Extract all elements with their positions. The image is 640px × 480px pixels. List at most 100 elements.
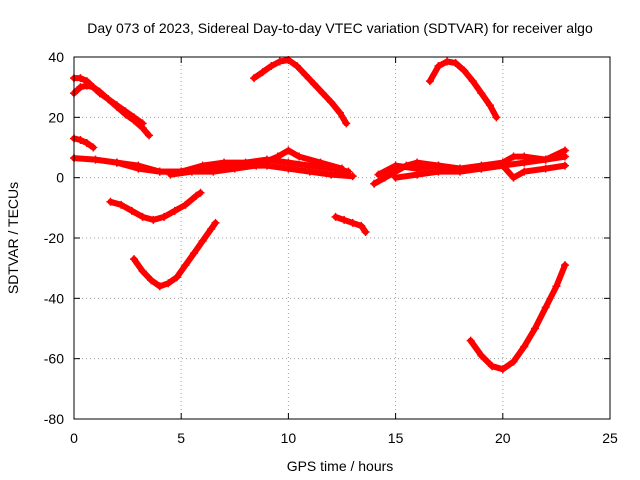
data-point bbox=[82, 77, 91, 86]
data-point bbox=[198, 161, 207, 170]
data-point bbox=[520, 167, 529, 176]
data-point bbox=[117, 200, 126, 209]
series-arc-15 bbox=[466, 261, 569, 374]
data-point bbox=[541, 155, 550, 164]
data-point bbox=[434, 62, 443, 71]
data-point bbox=[76, 83, 85, 92]
y-axis-label: SDTVAR / TECUs bbox=[5, 182, 21, 294]
data-point bbox=[258, 68, 267, 77]
data-point bbox=[112, 101, 121, 110]
data-point bbox=[327, 98, 336, 107]
data-point bbox=[91, 155, 100, 164]
data-point bbox=[370, 179, 379, 188]
data-point bbox=[106, 197, 115, 206]
data-point bbox=[560, 146, 569, 155]
data-point bbox=[76, 74, 85, 83]
plot-frame bbox=[73, 56, 611, 420]
data-point bbox=[391, 173, 400, 182]
data-point bbox=[250, 74, 259, 83]
data-point bbox=[196, 188, 205, 197]
data-point bbox=[348, 218, 357, 227]
data-point bbox=[552, 282, 561, 291]
x-tick-label: 20 bbox=[495, 430, 511, 446]
data-point bbox=[357, 221, 366, 230]
data-point bbox=[130, 113, 139, 122]
data-point bbox=[211, 218, 220, 227]
y-tick-label: 20 bbox=[48, 109, 64, 125]
data-point bbox=[170, 206, 179, 215]
data-point bbox=[89, 83, 98, 92]
data-point bbox=[340, 215, 349, 224]
data-point bbox=[468, 77, 477, 86]
data-point bbox=[138, 119, 147, 128]
data-point bbox=[374, 170, 383, 179]
data-point bbox=[273, 152, 282, 161]
data-point bbox=[380, 173, 389, 182]
data-point bbox=[130, 255, 139, 264]
data-point bbox=[425, 77, 434, 86]
data-point bbox=[498, 365, 507, 374]
data-point bbox=[284, 158, 293, 167]
data-point bbox=[318, 89, 327, 98]
data-point bbox=[434, 167, 443, 176]
x-tick-label: 5 bbox=[177, 430, 185, 446]
data-point bbox=[76, 135, 85, 144]
data-point bbox=[348, 172, 357, 181]
series-arc-13 bbox=[391, 161, 569, 182]
data-point bbox=[149, 215, 158, 224]
y-tick-label: -60 bbox=[44, 351, 64, 367]
data-point bbox=[509, 357, 518, 366]
x-tick-label: 10 bbox=[281, 430, 297, 446]
data-point bbox=[187, 167, 196, 176]
data-point bbox=[220, 158, 229, 167]
data-point bbox=[310, 80, 319, 89]
y-tick-label: 0 bbox=[56, 170, 64, 186]
data-point bbox=[541, 164, 550, 173]
data-point bbox=[492, 113, 501, 122]
data-point bbox=[134, 161, 143, 170]
data-point bbox=[305, 161, 314, 170]
data-point bbox=[166, 170, 175, 179]
data-point bbox=[460, 66, 469, 75]
data-point bbox=[160, 212, 169, 221]
data-point bbox=[413, 170, 422, 179]
data-point bbox=[138, 212, 147, 221]
series-line bbox=[467, 262, 568, 373]
data-point bbox=[488, 362, 497, 371]
series-line bbox=[167, 147, 345, 178]
data-point bbox=[455, 167, 464, 176]
data-point bbox=[509, 152, 518, 161]
data-point bbox=[155, 282, 164, 291]
x-axis-label: GPS time / hours bbox=[287, 458, 394, 474]
data-point bbox=[147, 276, 156, 285]
data-point bbox=[560, 161, 569, 170]
data-point bbox=[145, 131, 154, 140]
data-point bbox=[466, 336, 475, 345]
series-arc-14 bbox=[425, 57, 501, 122]
series-arc-7 bbox=[106, 188, 205, 224]
data-point bbox=[190, 249, 199, 258]
x-tick-label: 15 bbox=[388, 430, 404, 446]
data-point bbox=[361, 227, 370, 236]
data-point bbox=[207, 224, 216, 233]
data-point bbox=[127, 206, 136, 215]
data-point bbox=[172, 273, 181, 282]
data-point bbox=[477, 164, 486, 173]
data-point bbox=[230, 164, 239, 173]
data-point bbox=[138, 267, 147, 276]
data-point bbox=[192, 191, 201, 200]
data-point bbox=[104, 95, 113, 104]
data-point bbox=[451, 59, 460, 68]
data-point bbox=[560, 261, 569, 270]
data-point bbox=[155, 167, 164, 176]
data-point bbox=[520, 152, 529, 161]
data-point bbox=[284, 146, 293, 155]
data-point bbox=[344, 167, 353, 176]
data-point bbox=[181, 261, 190, 270]
tick-labels: 0 5 10 15 20 25 -80 -60 -40 -20 0 20 40 bbox=[44, 49, 618, 446]
data-point bbox=[498, 161, 507, 170]
data-point bbox=[89, 143, 98, 152]
x-tick-label: 25 bbox=[602, 430, 618, 446]
series-line bbox=[392, 162, 568, 181]
